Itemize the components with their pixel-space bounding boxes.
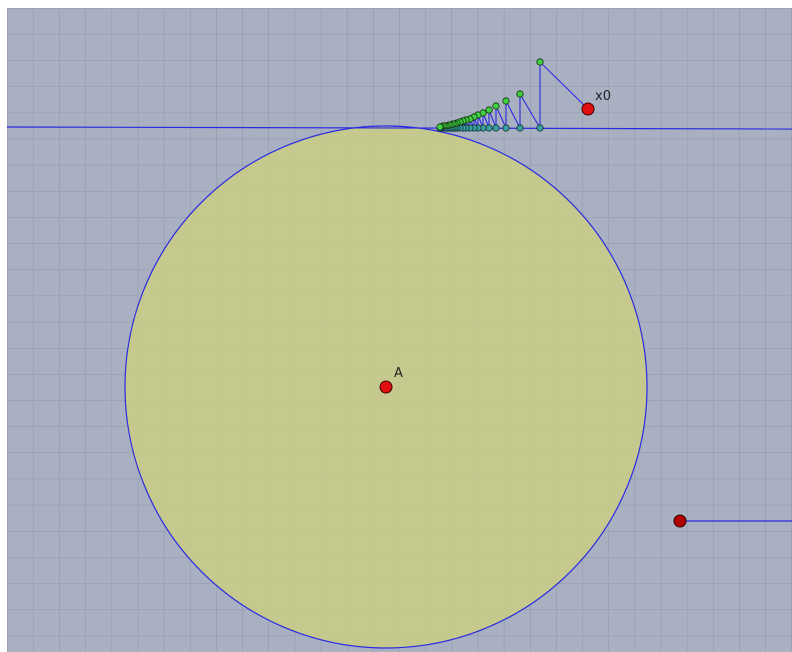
iteration bbox=[436, 58, 589, 132]
iteration-foot bbox=[516, 124, 524, 132]
iteration-point bbox=[485, 106, 493, 114]
tangent-line bbox=[6, 126, 792, 130]
iteration-point bbox=[536, 58, 544, 66]
point-a[interactable] bbox=[379, 380, 393, 394]
point[interactable] bbox=[673, 514, 687, 528]
point-x0[interactable] bbox=[581, 102, 595, 116]
iteration-point bbox=[492, 102, 500, 110]
label-x0: x0 bbox=[595, 89, 611, 104]
iteration-point bbox=[516, 90, 524, 98]
iteration-foot bbox=[536, 124, 544, 132]
iteration-foot bbox=[485, 124, 493, 132]
iteration-point bbox=[436, 123, 444, 131]
iteration-foot bbox=[492, 124, 500, 132]
iteration-foot bbox=[502, 124, 510, 132]
iteration-point bbox=[502, 97, 510, 105]
label-a: A bbox=[394, 366, 403, 381]
